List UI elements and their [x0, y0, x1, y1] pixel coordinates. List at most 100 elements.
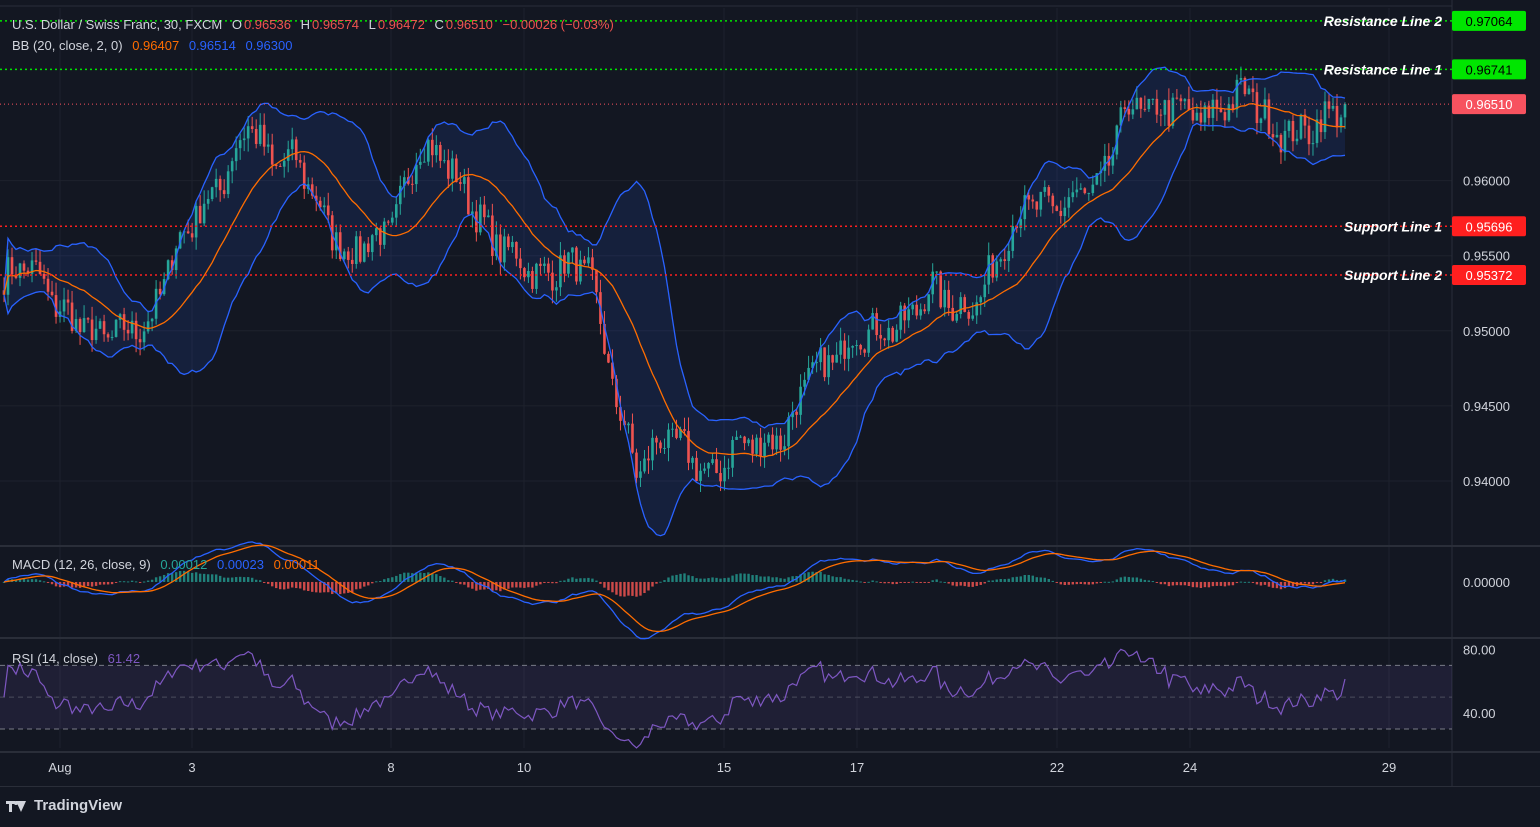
price-level-label[interactable]: Resistance Line 1: [1324, 61, 1442, 77]
candle-body: [907, 309, 910, 321]
candle: [150, 317, 154, 332]
macd-histogram-bar: [335, 581, 338, 594]
price-level-value: 0.95696: [1466, 219, 1513, 234]
macd-histogram-bar: [503, 581, 506, 590]
candle-body: [655, 437, 658, 443]
macd-histogram-bar: [110, 581, 114, 585]
macd-histogram-bar: [339, 581, 342, 595]
price-level-label[interactable]: Support Line 2: [1344, 267, 1442, 283]
candle: [571, 247, 574, 264]
candle: [639, 461, 642, 487]
macd-histogram-bar: [1183, 581, 1187, 586]
candle-body: [919, 309, 922, 316]
macd-legend[interactable]: MACD (12, 26, close, 9) 0.00012 0.00023 …: [12, 557, 322, 572]
candle: [871, 307, 874, 330]
macd-histogram-bar: [895, 581, 898, 585]
candle-body: [134, 320, 138, 340]
candle-body: [955, 314, 959, 321]
candle: [587, 247, 590, 268]
candle-body: [318, 200, 322, 208]
macd-histogram-bar: [1159, 581, 1163, 585]
candle-body: [210, 187, 214, 199]
macd-histogram-bar: [951, 581, 954, 586]
candle-body: [106, 334, 110, 338]
macd-histogram-bar: [230, 577, 234, 582]
macd-histogram-bar: [106, 581, 110, 585]
candle-body: [186, 231, 190, 234]
candle: [1191, 97, 1195, 124]
candle: [711, 453, 714, 465]
candle: [30, 252, 34, 283]
price-level-label[interactable]: Resistance Line 2: [1324, 13, 1442, 29]
macd-histogram-bar: [531, 581, 534, 588]
candle-body: [1331, 105, 1335, 109]
candle-body: [795, 411, 798, 415]
macd-histogram-bar: [923, 581, 926, 583]
candle: [110, 330, 114, 341]
macd-signal-value: 0.00011: [273, 557, 320, 572]
candle: [887, 320, 890, 349]
macd-histogram-bar: [146, 580, 150, 582]
candle-body: [611, 362, 614, 379]
macd-histogram-bar: [291, 581, 294, 588]
candle-body: [190, 233, 194, 238]
candle: [635, 448, 638, 484]
candle: [54, 282, 58, 324]
candle: [1259, 117, 1263, 132]
candle-body: [1339, 117, 1343, 128]
price-level-label[interactable]: Support Line 1: [1344, 218, 1442, 234]
macd-histogram-bar: [1291, 581, 1295, 587]
candle: [1019, 206, 1023, 238]
candle-body: [126, 329, 130, 334]
bb-legend[interactable]: BB (20, close, 2, 0) 0.96407 0.96514 0.9…: [12, 38, 294, 53]
rsi-legend[interactable]: RSI (14, close) 61.42: [12, 651, 142, 666]
symbol-title[interactable]: U.S. Dollar / Swiss Franc, 30, FXCM: [12, 17, 223, 32]
macd-histogram-bar: [1043, 577, 1046, 582]
rsi-label: RSI (14, close): [12, 651, 98, 666]
candle-body: [350, 259, 354, 264]
candle-body: [531, 271, 534, 289]
candle: [455, 154, 458, 183]
candle: [1083, 187, 1087, 195]
candle-body: [895, 329, 898, 342]
candle-body: [146, 321, 150, 332]
candle: [619, 395, 622, 431]
candle: [106, 332, 110, 342]
macd-histogram-bar: [347, 581, 350, 593]
candle-body: [1111, 154, 1115, 166]
candle: [983, 275, 987, 307]
candle: [218, 175, 222, 202]
candle-body: [991, 255, 995, 278]
macd-histogram-bar: [118, 581, 122, 583]
brand-link[interactable]: TradingView: [6, 797, 122, 814]
candle: [1299, 113, 1303, 141]
macd-histogram-bar: [387, 578, 390, 582]
macd-histogram-bar: [50, 581, 54, 585]
candle-body: [779, 435, 782, 450]
candle: [651, 429, 654, 471]
candle-body: [523, 268, 526, 278]
candle: [1055, 204, 1059, 212]
candle-body: [46, 278, 50, 292]
candle: [1271, 123, 1275, 147]
candle-body: [1311, 143, 1315, 145]
candle: [1243, 76, 1247, 97]
macd-histogram-bar: [955, 581, 958, 587]
macd-histogram-bar: [1315, 581, 1319, 583]
candle-body: [575, 247, 578, 282]
candle: [867, 324, 870, 358]
candle: [1315, 109, 1319, 148]
macd-histogram-bar: [38, 580, 42, 582]
macd-histogram-bar: [1163, 581, 1167, 585]
macd-histogram-bar: [182, 570, 186, 582]
candle-body: [1103, 155, 1107, 171]
macd-histogram-bar: [1199, 581, 1203, 588]
macd-histogram-bar: [947, 581, 950, 584]
candle-body: [1191, 109, 1195, 121]
candle: [190, 222, 194, 242]
macd-histogram-bar: [190, 572, 194, 582]
candle: [1179, 94, 1183, 111]
candle-body: [735, 436, 738, 440]
macd-histogram-bar: [18, 578, 22, 582]
macd-histogram-bar: [1251, 581, 1255, 583]
